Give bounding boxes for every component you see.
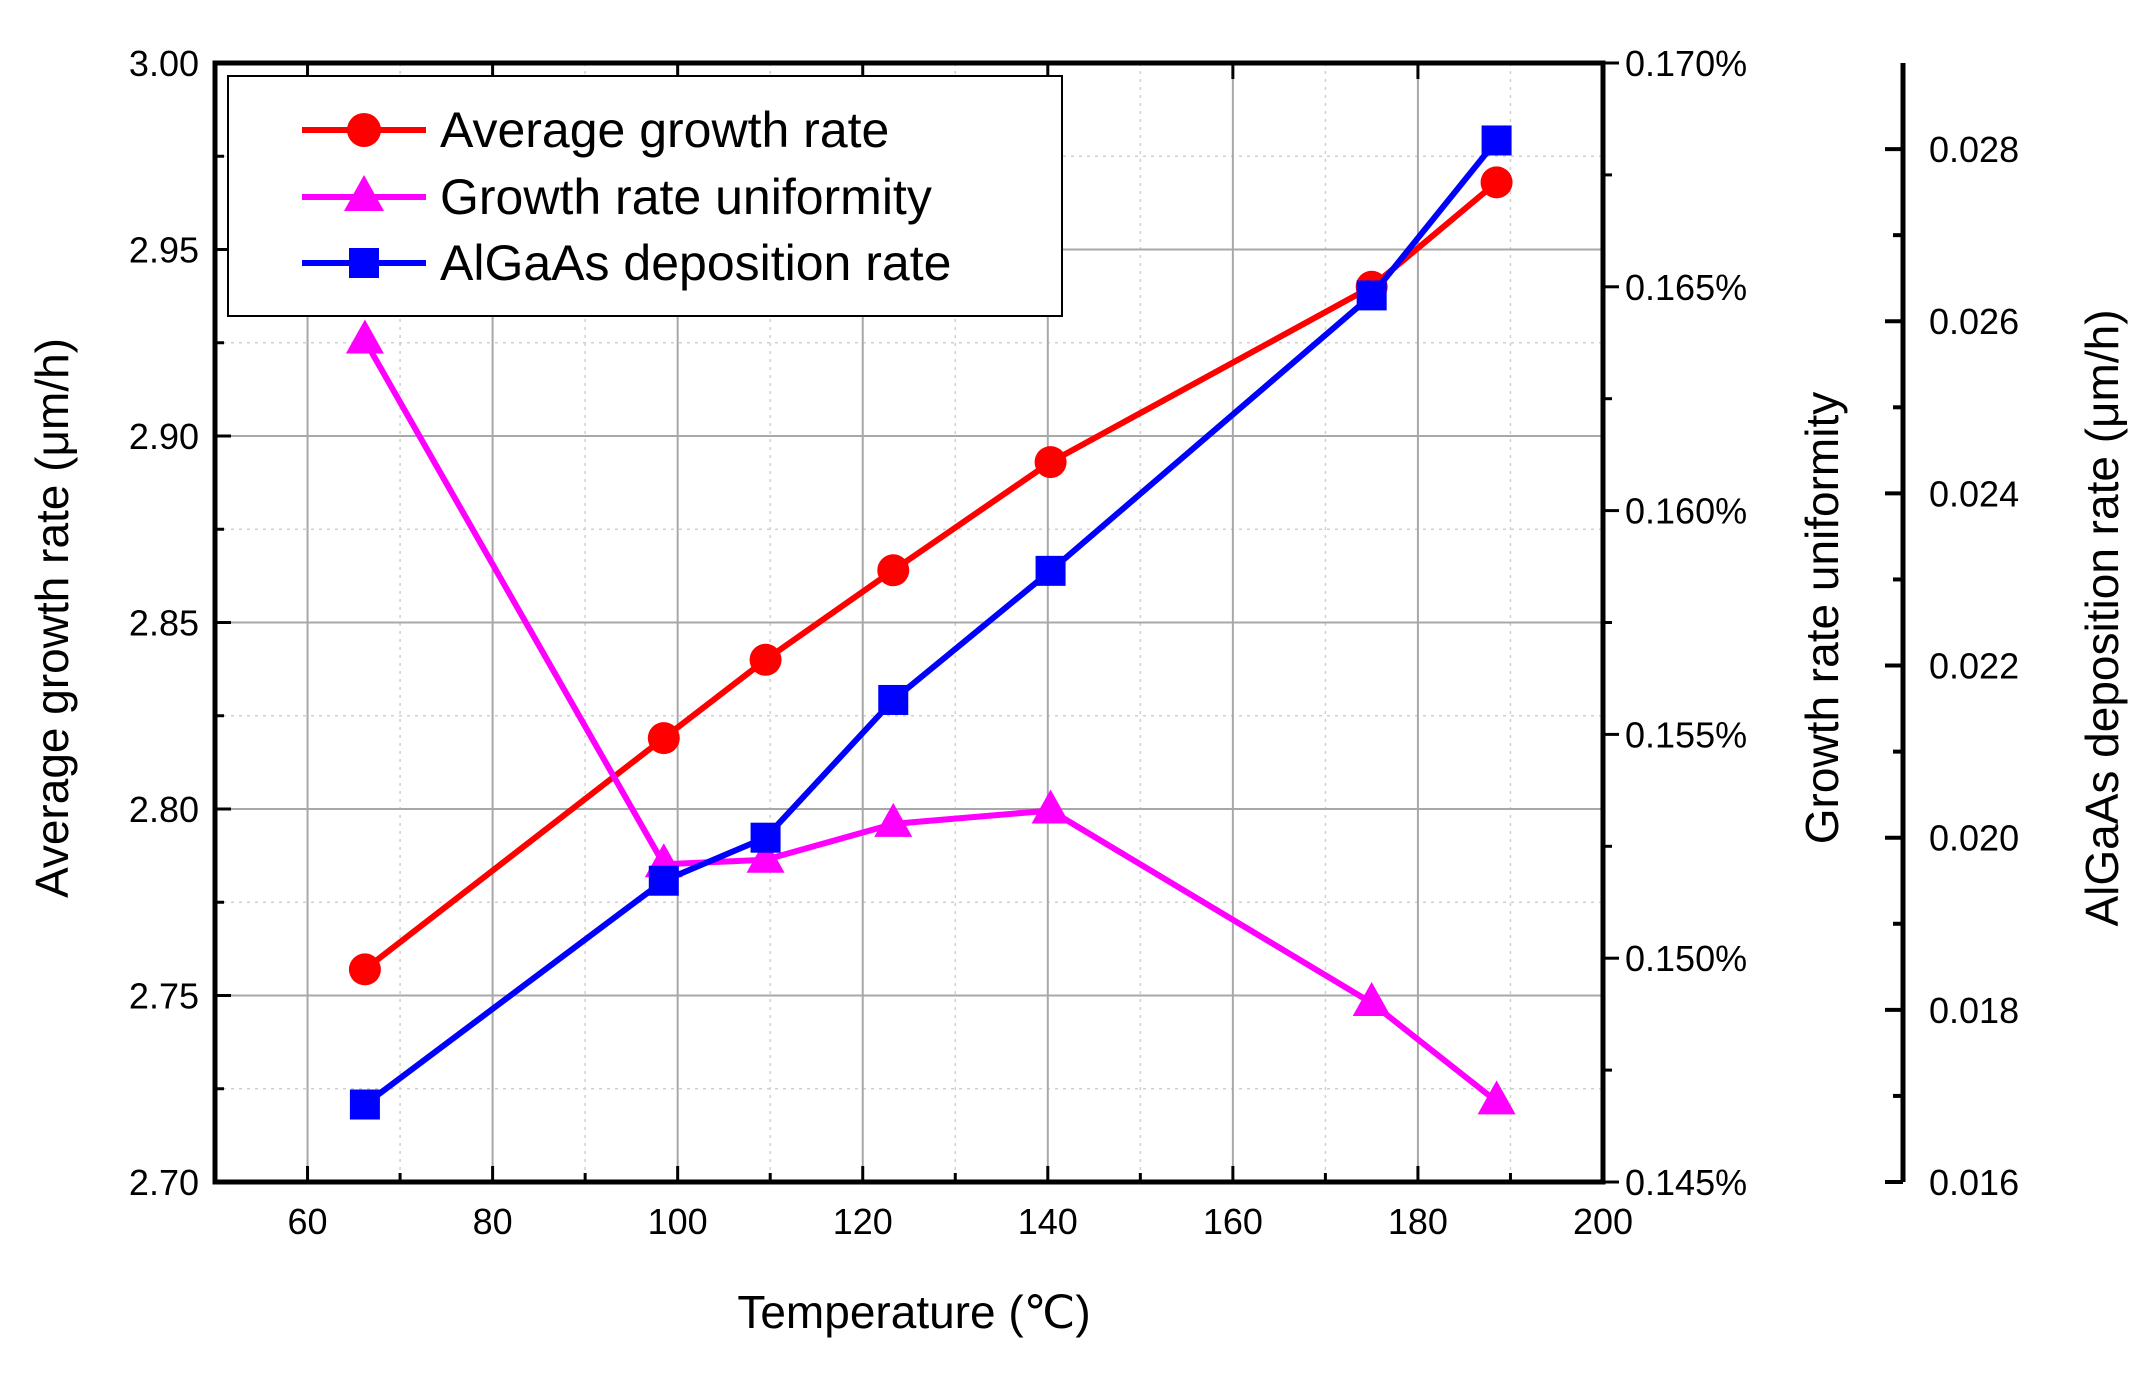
right-y-tick-label-uniformity: 0.160% <box>1625 491 1747 532</box>
right-y-tick-label-algaas: 0.026 <box>1929 301 2019 342</box>
data-point-circle <box>877 554 910 587</box>
data-point-square <box>878 684 909 715</box>
legend-marker-circle <box>347 113 381 147</box>
right-y-tick-label-algaas: 0.020 <box>1929 818 2019 859</box>
data-point-circle <box>1480 166 1513 199</box>
x-tick-label: 100 <box>648 1201 708 1242</box>
left-y-tick-label: 2.75 <box>129 976 199 1017</box>
x-tick-label: 60 <box>288 1201 328 1242</box>
left-y-tick-label: 2.95 <box>129 230 199 271</box>
data-series <box>345 125 1516 1120</box>
right-y-tick-label-uniformity: 0.145% <box>1625 1162 1747 1203</box>
x-tick-label: 160 <box>1203 1201 1263 1242</box>
left-y-tick-label: 2.90 <box>129 416 199 457</box>
right-y-tick-label-algaas: 0.028 <box>1929 129 2019 170</box>
left-y-tick-label: 3.00 <box>129 43 199 84</box>
right-y-tick-label-uniformity: 0.170% <box>1625 43 1747 84</box>
left-y-tick-label: 2.70 <box>129 1162 199 1203</box>
x-axis-title: Temperature (℃) <box>737 1286 1090 1338</box>
legend-marker-triangle <box>344 175 384 211</box>
legend-label-algaas-deposition-rate: AlGaAs deposition rate <box>440 235 951 291</box>
data-point-triangle <box>746 838 785 873</box>
left-y-tick-label: 2.85 <box>129 603 199 644</box>
right-y-axis-title-uniformity: Growth rate uniformity <box>1796 392 1848 844</box>
x-tick-label: 140 <box>1018 1201 1078 1242</box>
right-y-tick-label-algaas: 0.016 <box>1929 1162 2019 1203</box>
x-tick-label: 80 <box>473 1201 513 1242</box>
data-point-circle <box>1034 446 1067 479</box>
right-y-tick-label-algaas: 0.022 <box>1929 646 2019 687</box>
data-point-square <box>1035 555 1066 586</box>
axes: 60 80 100 120 140 160 180 200 2.70 2.75 2.80 2.85 2.… <box>129 43 2019 1242</box>
left-y-axis-title: Average growth rate (μm/h) <box>26 338 78 898</box>
data-point-square <box>750 822 781 853</box>
data-point-triangle <box>345 319 384 354</box>
legend-label-average-growth-rate: Average growth rate <box>440 102 889 158</box>
data-point-triangle <box>1031 789 1070 824</box>
right-y-tick-label-algaas: 0.024 <box>1929 473 2019 514</box>
data-point-square <box>648 865 679 896</box>
data-point-square <box>349 1089 380 1120</box>
legend: Average growth rate Growth rate uniformi… <box>227 75 1063 317</box>
data-point-circle <box>647 722 680 755</box>
x-tick-label: 180 <box>1388 1201 1448 1242</box>
data-point-circle <box>348 953 381 986</box>
data-point-circle <box>749 643 782 676</box>
data-point-square <box>1481 125 1512 156</box>
right-y-tick-label-algaas: 0.018 <box>1929 990 2019 1031</box>
right-y-tick-label-uniformity: 0.150% <box>1625 938 1747 979</box>
data-point-square <box>1356 280 1387 311</box>
legend-marker-square <box>349 248 379 278</box>
x-tick-label: 120 <box>833 1201 893 1242</box>
right-y-axis-title-algaas: AlGaAs deposition rate (μm/h) <box>2076 309 2128 926</box>
data-point-triangle <box>874 802 913 837</box>
left-y-tick-label: 2.80 <box>129 789 199 830</box>
data-point-triangle <box>1477 1080 1516 1115</box>
x-tick-label: 200 <box>1573 1201 1633 1242</box>
right-y-tick-label-uniformity: 0.165% <box>1625 267 1747 308</box>
data-point-triangle <box>1352 981 1391 1016</box>
right-y-tick-label-uniformity: 0.155% <box>1625 714 1747 755</box>
legend-label-growth-rate-uniformity: Growth rate uniformity <box>440 169 932 225</box>
